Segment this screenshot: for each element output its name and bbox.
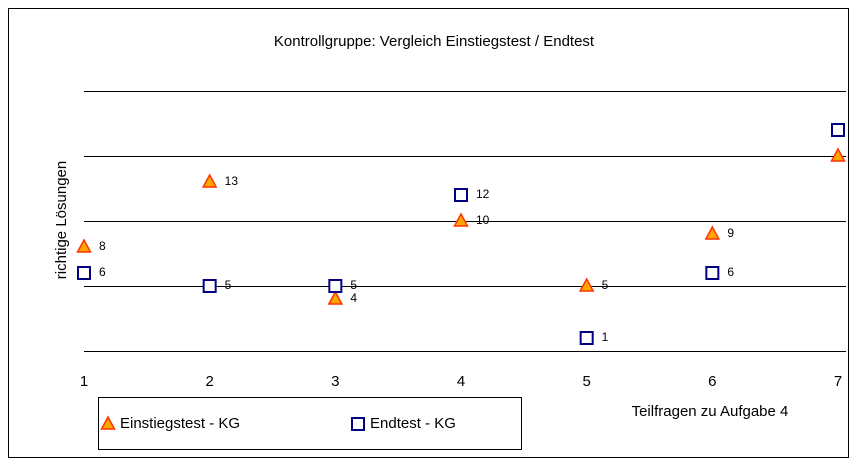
x-tick-label: 5	[582, 373, 590, 390]
data-label: 6	[99, 265, 106, 279]
data-label: 12	[476, 187, 490, 201]
data-label: 8	[99, 239, 106, 253]
marker	[100, 415, 116, 430]
marker	[704, 225, 721, 240]
data-label: 15	[853, 148, 857, 162]
data-label: 1	[602, 330, 609, 344]
marker	[77, 266, 91, 280]
marker	[453, 212, 469, 227]
marker	[578, 277, 595, 292]
data-label: 9	[727, 226, 734, 240]
data-label: 10	[476, 213, 490, 227]
x-tick-label: 1	[80, 373, 88, 390]
data-label: 5	[602, 278, 609, 292]
data-label: 6	[727, 265, 734, 279]
chart-title: Kontrollgruppe: Vergleich Einstiegstest …	[274, 33, 595, 50]
marker	[705, 266, 720, 280]
marker	[579, 331, 594, 345]
data-label: 5	[350, 278, 357, 292]
marker	[201, 173, 218, 188]
y-axis-label: richtige Lösungen	[53, 161, 70, 279]
plot: 8 13 4 10 5 9 15 6 5 5 12 1 6 17	[76, 91, 857, 352]
marker	[202, 279, 217, 293]
marker	[454, 188, 468, 202]
data-label: 5	[225, 278, 232, 292]
marker	[351, 417, 365, 431]
data-label: 13	[225, 174, 239, 188]
marker	[830, 147, 846, 162]
x-tick-label: 6	[708, 373, 716, 390]
marker	[328, 279, 343, 293]
x-tick-label: 2	[205, 373, 213, 390]
x-tick-label: 3	[331, 373, 339, 390]
chart-border	[8, 8, 849, 458]
marker	[327, 290, 344, 305]
legend-label: Endtest - KG	[370, 415, 456, 432]
marker	[831, 123, 845, 137]
x-tick-label: 7	[834, 373, 842, 390]
legend	[98, 397, 522, 450]
x-axis-label: Teilfragen zu Aufgabe 4	[632, 403, 789, 420]
x-tick-label: 4	[457, 373, 465, 390]
data-label: 17	[853, 122, 857, 136]
marker	[76, 238, 92, 253]
legend-label: Einstiegstest - KG	[120, 415, 240, 432]
data-label: 4	[350, 291, 357, 305]
